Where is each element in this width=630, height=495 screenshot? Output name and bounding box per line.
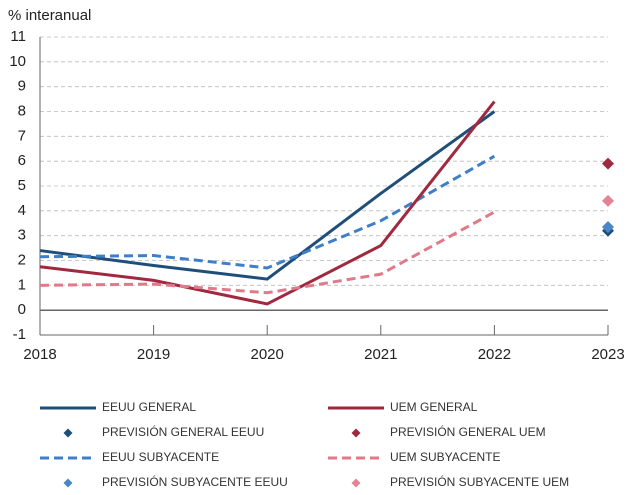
forecast-marker	[602, 194, 614, 207]
legend-label: EEUU GENERAL	[102, 400, 196, 414]
legend-label: PREVISIÓN SUBYACENTE EEUU	[102, 474, 288, 489]
legend-marker	[63, 478, 73, 488]
legend-label: UEM SUBYACENTE	[390, 450, 500, 464]
series-line	[39, 110, 496, 281]
series-line	[39, 154, 496, 270]
y-tick-label: 4	[18, 202, 26, 219]
y-tick-label: 1	[18, 276, 26, 293]
y-tick-label: 5	[18, 177, 26, 194]
y-tick-label: 9	[18, 78, 26, 95]
forecast-marker	[602, 157, 614, 170]
y-tick-label: 7	[18, 127, 26, 144]
y-tick-label: -1	[13, 326, 26, 343]
series-line	[39, 100, 496, 306]
legend-label: PREVISIÓN GENERAL EEUU	[102, 424, 264, 439]
x-tick-label: 2021	[364, 346, 397, 363]
legend-marker	[63, 428, 73, 438]
y-tick-label: 6	[18, 152, 26, 169]
y-tick-label: 0	[18, 301, 26, 318]
legend-label: UEM GENERAL	[390, 400, 478, 414]
legend-label: EEUU SUBYACENTE	[102, 450, 219, 464]
y-tick-label: 11	[10, 28, 26, 45]
x-tick-label: 2020	[251, 346, 284, 363]
y-tick-label: 10	[9, 53, 26, 70]
legend-marker	[351, 428, 361, 438]
legend-label: PREVISIÓN SUBYACENTE UEM	[390, 474, 569, 489]
legend-marker	[351, 478, 361, 488]
y-tick-label: 2	[18, 251, 26, 268]
legend-label: PREVISIÓN GENERAL UEM	[390, 424, 546, 439]
x-tick-label: 2022	[478, 346, 511, 363]
x-tick-label: 2019	[137, 346, 170, 363]
y-axis-label: % interanual	[8, 7, 91, 24]
y-tick-label: 3	[18, 227, 26, 244]
series-line	[39, 210, 496, 295]
x-tick-label: 2018	[23, 346, 56, 363]
x-tick-label: 2023	[591, 346, 624, 363]
forecast-marker	[602, 220, 614, 233]
y-tick-label: 8	[18, 102, 26, 119]
